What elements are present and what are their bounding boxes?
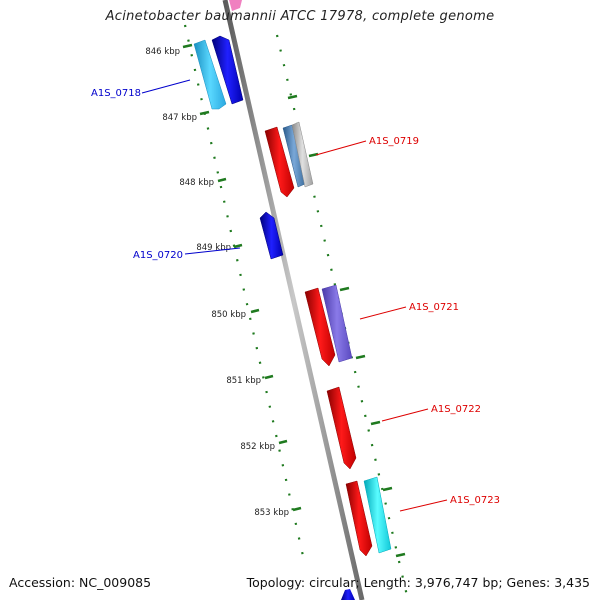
tick-marks-outer [287,94,406,558]
gene-label-a1s-0722[interactable]: A1S_0722 [431,404,481,415]
gene-label-leader [184,247,241,255]
gene-arrow-blue-partial[interactable] [341,589,355,600]
gene-label-leader [315,140,367,156]
tick-label: 849 kbp [196,243,231,253]
tick-label: 848 kbp [179,178,214,188]
genome-backbone [222,0,365,600]
tick-marks-inner [182,43,302,512]
gene-label-a1s-0720[interactable]: A1S_0720 [133,250,183,261]
tick-mark [308,152,319,158]
gene-label-leader [141,79,191,94]
tick-mark [395,552,406,558]
gene-label-a1s-0718[interactable]: A1S_0718 [91,88,141,99]
tick-mark [382,486,393,492]
gene-arrow-blue[interactable] [211,35,244,105]
gene-arrow-pink[interactable] [229,0,242,11]
gene-label-leader [359,306,407,320]
tick-label: 851 kbp [226,376,261,386]
tick-mark [250,308,260,314]
gene-label-a1s-0723[interactable]: A1S_0723 [450,495,500,506]
tick-mark [199,110,210,116]
genome-summary-label: Topology: circular; Length: 3,976,747 bp… [246,575,590,590]
gene-arrow-a1s-0718[interactable] [193,35,244,110]
tick-mark [287,94,298,100]
tick-mark [370,420,381,426]
tick-mark [355,354,366,360]
tick-label: 850 kbp [211,310,246,320]
gene-arrow-red[interactable] [345,480,373,557]
tick-label: 846 kbp [145,47,180,57]
gene-label-a1s-0719[interactable]: A1S_0719 [369,136,419,147]
gene-arrow-cyan[interactable] [193,39,227,110]
genome-title: Acinetobacter baumannii ATCC 17978, comp… [105,9,495,24]
tick-mark [233,243,243,249]
gene-arrow-a1s-0722[interactable] [326,386,357,470]
tick-mark [264,374,274,380]
gene-arrow-a1s-0719[interactable] [264,121,314,198]
accession-label: Accession: NC_009085 [9,575,152,590]
tick-mark [278,439,288,445]
tick-label: 852 kbp [240,442,275,452]
gene-arrow-a1s-0720[interactable] [259,211,284,260]
tick-mark [292,506,302,512]
inner-dotted-ring [183,24,307,566]
tick-label: 853 kbp [254,508,289,518]
tick-mark [339,286,350,292]
gene-arrow-purple[interactable] [321,284,353,363]
gene-arrow-red[interactable] [264,126,295,198]
tick-mark [217,177,227,183]
gene-label-leader [381,408,429,422]
gene-label-leader [399,499,448,512]
gene-label-a1s-0721[interactable]: A1S_0721 [409,302,459,313]
tick-mark [182,43,193,49]
gene-arrow-aqua[interactable] [363,476,392,554]
gene-arrow-gray[interactable] [291,121,314,188]
gene-arrow-red[interactable] [304,287,336,367]
gene-arrow-a1s-0723[interactable] [345,476,392,557]
tick-label: 847 kbp [162,113,197,123]
gene-arrow-a1s-0721[interactable] [304,284,353,367]
